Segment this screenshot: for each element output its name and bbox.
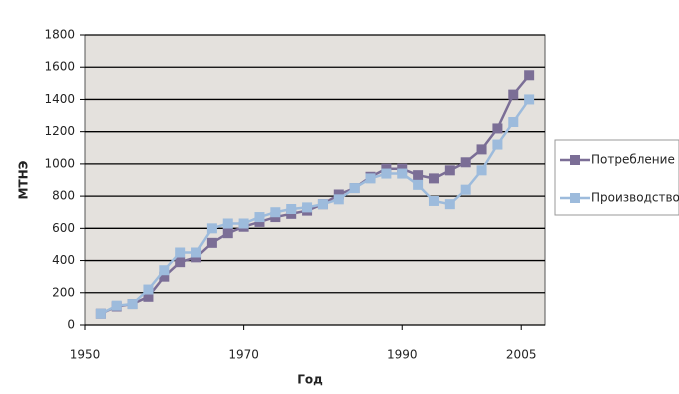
y-axis-label: МТНЭ [17, 160, 31, 199]
marker [159, 265, 170, 276]
marker [349, 183, 360, 194]
marker [222, 228, 233, 239]
marker [476, 144, 487, 155]
legend-label: Потребление [591, 153, 675, 167]
marker [95, 308, 106, 319]
marker [206, 223, 217, 234]
marker [460, 184, 471, 195]
marker [444, 199, 455, 210]
x-tick-label: 1990 [387, 348, 418, 362]
marker [175, 257, 186, 268]
marker [286, 204, 297, 214]
marker [317, 199, 328, 210]
y-tick-label: 1000 [44, 156, 75, 170]
series-line [100, 98, 531, 315]
marker [302, 202, 313, 213]
x-tick-label: 2005 [506, 348, 537, 362]
marker [524, 94, 535, 105]
marker [111, 300, 122, 311]
marker [222, 218, 233, 229]
marker [397, 168, 408, 179]
marker [476, 165, 487, 176]
legend-marker [570, 155, 580, 165]
marker [333, 194, 344, 205]
legend-label: Производство [591, 191, 679, 205]
y-tick-label: 800 [52, 189, 75, 203]
marker [413, 179, 424, 190]
y-tick-label: 1800 [44, 28, 75, 42]
marker [428, 195, 439, 206]
marker [143, 284, 154, 295]
y-tick-label: 1200 [44, 124, 75, 138]
marker [508, 117, 519, 127]
y-tick-label: 200 [52, 285, 75, 299]
marker [444, 165, 455, 176]
marker [492, 139, 503, 150]
x-axis-label: Год [297, 373, 323, 387]
legend-marker [570, 193, 580, 203]
marker [365, 173, 376, 184]
y-tick-label: 0 [67, 318, 75, 332]
marker [175, 247, 186, 258]
marker [159, 271, 170, 282]
marker [381, 168, 392, 179]
marker [428, 173, 439, 184]
y-tick-label: 1600 [44, 60, 75, 74]
y-tick-label: 1400 [44, 92, 75, 106]
x-tick-label: 1950 [70, 348, 101, 362]
marker [460, 157, 471, 168]
marker [191, 247, 202, 258]
y-tick-label: 400 [52, 253, 75, 267]
x-tick-label: 1970 [228, 348, 259, 362]
marker [524, 70, 535, 81]
series-line [100, 74, 531, 315]
marker [254, 212, 265, 223]
y-tick-label: 600 [52, 221, 75, 235]
marker [413, 170, 424, 181]
marker [238, 218, 249, 229]
marker [492, 123, 503, 134]
marker [143, 291, 154, 302]
marker [127, 299, 138, 310]
marker [270, 207, 281, 218]
marker [206, 237, 217, 248]
marker [508, 89, 519, 100]
